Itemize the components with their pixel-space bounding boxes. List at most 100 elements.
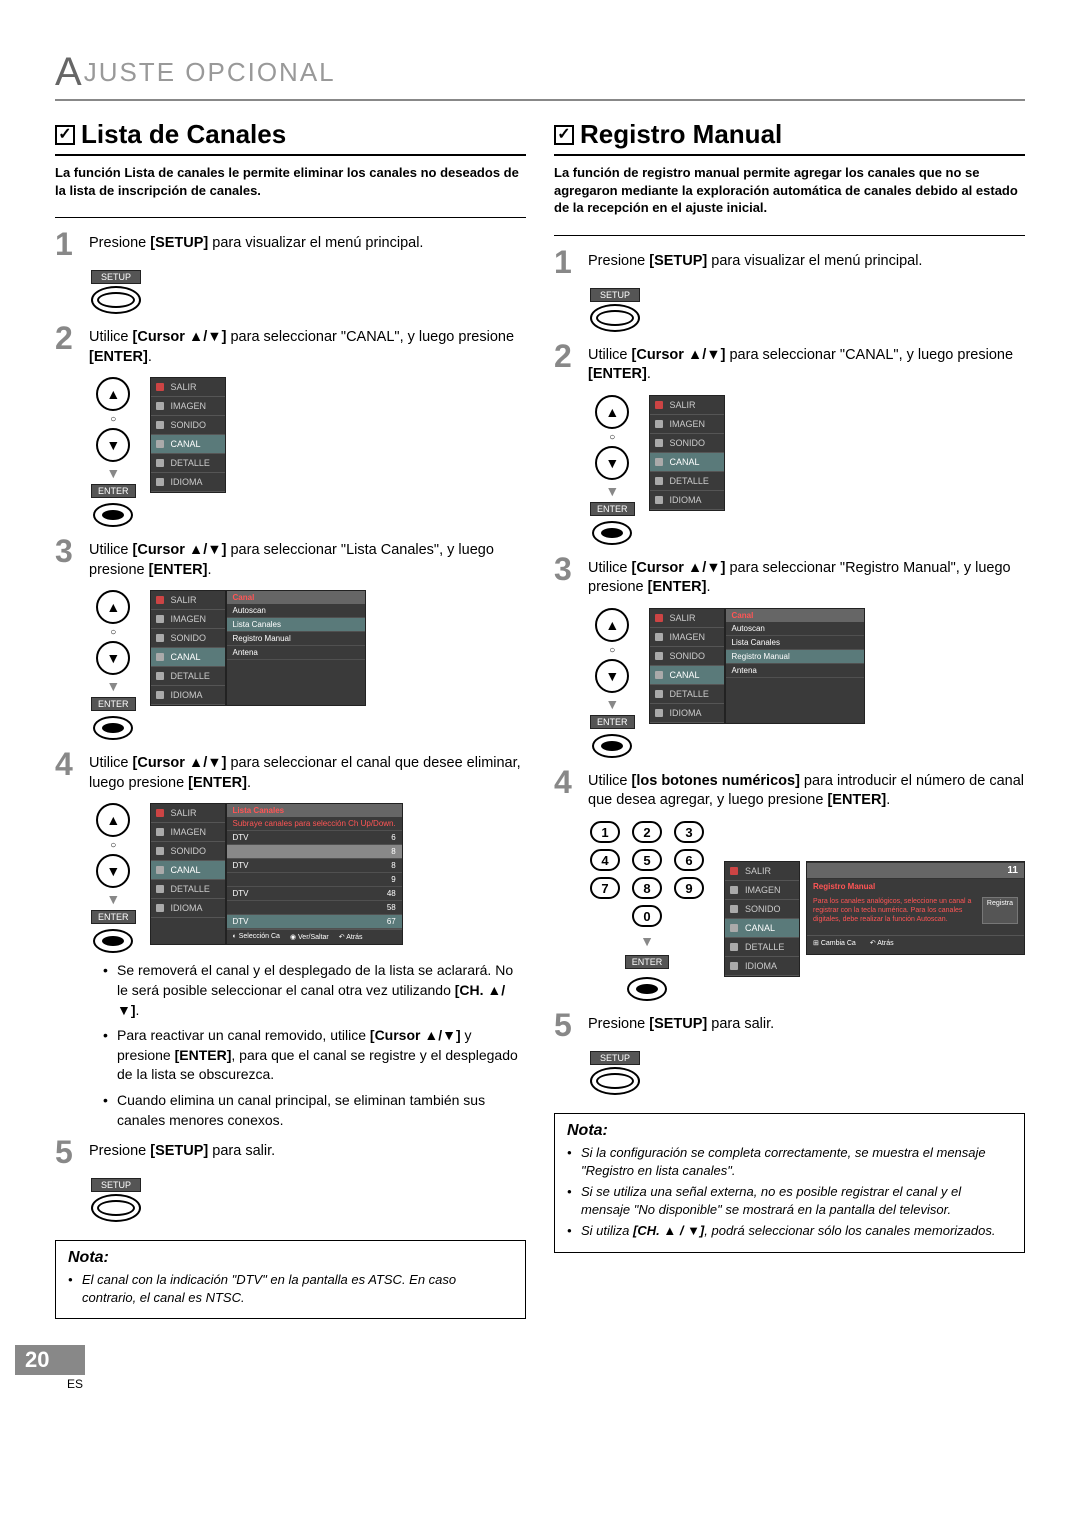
menu-item: IDIOMA: [725, 957, 799, 976]
left-step-3: 3 Utilice [Cursor ▲/▼] para seleccionar …: [55, 535, 526, 580]
submenu-row: Autoscan: [227, 604, 365, 618]
right-column: ✓ Registro Manual La función de registro…: [554, 119, 1025, 1319]
osd-menu-side: SALIR IMAGEN SONIDO CANAL DETALLE IDIOMA: [150, 590, 226, 706]
lista-row: 58: [227, 901, 402, 915]
step-text: Utilice [Cursor ▲/▼] para seleccionar "C…: [89, 322, 526, 367]
key-2: 2: [632, 821, 662, 843]
menu-item: DETALLE: [151, 454, 225, 473]
left-column: ✓ Lista de Canales La función Lista de c…: [55, 119, 526, 1319]
setup-oval-icon: [590, 1067, 640, 1095]
submenu-row-selected: Lista Canales: [227, 618, 365, 632]
setup-label: SETUP: [590, 1051, 640, 1065]
menu-item: SALIR: [151, 378, 225, 397]
right-nota: Nota: Si la configuración se completa co…: [554, 1113, 1025, 1253]
submenu-row: Lista Canales: [726, 636, 864, 650]
nota-item: El canal con la indicación "DTV" en la p…: [68, 1271, 513, 1306]
osd-submenu-canal: Canal Autoscan Lista Canales Registro Ma…: [725, 608, 865, 724]
cursor-buttons-graphic: ▲ ○ ▼ ▼ ENTER: [91, 803, 136, 953]
menu-item-selected: CANAL: [650, 453, 724, 472]
cursor-buttons-graphic: ▲ ○ ▼ ▼ ENTER: [91, 590, 136, 740]
submenu-title: Canal: [726, 609, 864, 622]
submenu-row: Autoscan: [726, 622, 864, 636]
up-button-icon: ▲: [595, 395, 629, 429]
menu-item: IMAGEN: [151, 397, 225, 416]
submenu-row-selected: Registro Manual: [726, 650, 864, 664]
up-button-icon: ▲: [595, 608, 629, 642]
step-text: Utilice [Cursor ▲/▼] para seleccionar "C…: [588, 340, 1025, 385]
menu-item-selected: CANAL: [650, 666, 724, 685]
left-intro: La función Lista de canales le permite e…: [55, 164, 526, 199]
enter-oval-icon: [627, 977, 667, 1001]
enter-oval-icon: [93, 929, 133, 953]
enter-label: ENTER: [91, 484, 136, 498]
reg-number: 11: [807, 862, 1024, 879]
setup-button-graphic: SETUP: [590, 288, 640, 332]
menu-item: IDIOMA: [650, 704, 724, 723]
right-step-5: 5 Presione [SETUP] para salir.: [554, 1009, 1025, 1041]
setup-label: SETUP: [91, 1178, 141, 1192]
step-text: Presione [SETUP] para salir.: [588, 1009, 774, 1041]
step-text: Utilice [Cursor ▲/▼] para seleccionar "L…: [89, 535, 526, 580]
setup-button-graphic: SETUP: [91, 1178, 141, 1222]
menu-item: SALIR: [650, 609, 724, 628]
dot-icon: ○: [609, 645, 615, 656]
lista-footer: ◐ Selección Ca ◉ Ver/Saltar ↶ Atrás: [227, 929, 402, 944]
menu-item: SALIR: [151, 804, 225, 823]
menu-item: SONIDO: [151, 629, 225, 648]
left-step-4: 4 Utilice [Cursor ▲/▼] para seleccionar …: [55, 748, 526, 793]
setup-button-graphic: SETUP: [590, 1051, 640, 1095]
up-button-icon: ▲: [96, 590, 130, 624]
setup-oval-icon: [590, 304, 640, 332]
menu-item-selected: CANAL: [151, 861, 225, 880]
nota-title: Nota:: [68, 1249, 513, 1267]
right-step-2: 2 Utilice [Cursor ▲/▼] para seleccionar …: [554, 340, 1025, 385]
right-step-3: 3 Utilice [Cursor ▲/▼] para seleccionar …: [554, 553, 1025, 598]
left-step-2: 2 Utilice [Cursor ▲/▼] para seleccionar …: [55, 322, 526, 367]
step-number: 5: [55, 1136, 79, 1168]
key-8: 8: [632, 877, 662, 899]
key-3: 3: [674, 821, 704, 843]
nota-item: Si la configuración se completa correcta…: [567, 1144, 1012, 1179]
left-bullets: Se removerá el canal y el desplegado de …: [103, 961, 526, 1130]
menu-item: DETALLE: [151, 880, 225, 899]
indicator-icon: ▼: [106, 465, 120, 481]
step-number: 1: [554, 246, 578, 278]
osd-submenu-canal: Canal Autoscan Lista Canales Registro Ma…: [226, 590, 366, 706]
step-number: 2: [554, 340, 578, 385]
menu-item: SALIR: [151, 591, 225, 610]
key-4: 4: [590, 849, 620, 871]
key-1: 1: [590, 821, 620, 843]
enter-oval-icon: [93, 503, 133, 527]
menu-item-selected: CANAL: [151, 435, 225, 454]
step-number: 2: [55, 322, 79, 367]
step-number: 3: [554, 553, 578, 598]
left-step-5: 5 Presione [SETUP] para salir.: [55, 1136, 526, 1168]
reg-button: Registra: [982, 897, 1018, 924]
step-number: 5: [554, 1009, 578, 1041]
menu-item: SONIDO: [650, 647, 724, 666]
check-icon: ✓: [554, 125, 574, 145]
setup-oval-icon: [91, 1194, 141, 1222]
nota-title: Nota:: [567, 1122, 1012, 1140]
reg-title: Registro Manual: [807, 879, 1024, 894]
key-0: 0: [632, 905, 662, 927]
nota-item: Si se utiliza una señal externa, no es p…: [567, 1183, 1012, 1218]
lista-subtitle: Subraye canales para selección Ch Up/Dow…: [227, 817, 402, 831]
menu-item: SONIDO: [725, 900, 799, 919]
enter-label: ENTER: [590, 715, 635, 729]
step-text: Utilice [Cursor ▲/▼] para seleccionar "R…: [588, 553, 1025, 598]
check-icon: ✓: [55, 125, 75, 145]
dot-icon: ○: [609, 432, 615, 443]
menu-item: SALIR: [725, 862, 799, 881]
key-5: 5: [632, 849, 662, 871]
submenu-title: Canal: [227, 591, 365, 604]
menu-item: SONIDO: [650, 434, 724, 453]
menu-item: DETALLE: [151, 667, 225, 686]
key-6: 6: [674, 849, 704, 871]
lista-row: DTV8: [227, 859, 402, 873]
reg-footer: ⊞ Cambia Ca ↶ Atrás: [807, 935, 1024, 950]
dot-icon: ○: [110, 840, 116, 851]
reg-help: Para los canales analógicos, seleccione …: [813, 897, 976, 924]
down-button-icon: ▼: [96, 854, 130, 888]
right-step-1: 1 Presione [SETUP] para visualizar el me…: [554, 246, 1025, 278]
